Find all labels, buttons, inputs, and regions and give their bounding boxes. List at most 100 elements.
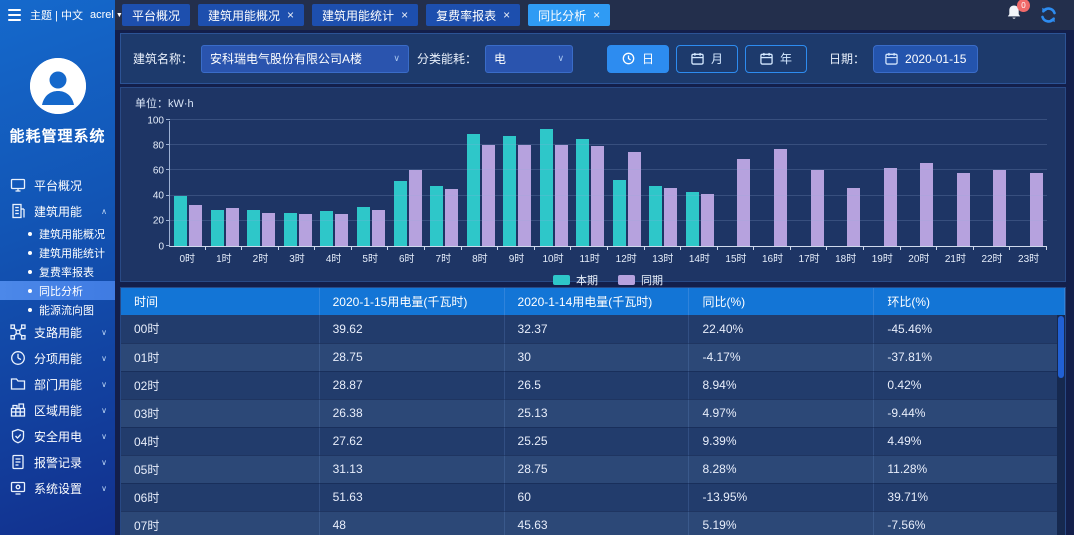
- sidebar-item[interactable]: 系统设置 ∨: [0, 475, 115, 501]
- sidebar-item[interactable]: 建筑用能 ∧: [0, 198, 115, 224]
- bar-同期[interactable]: [518, 145, 532, 246]
- sidebar-item[interactable]: 报警记录 ∨: [0, 449, 115, 475]
- x-axis-label: 19时: [864, 247, 901, 265]
- tab-bar: 平台概况 建筑用能概况 × 建筑用能统计 × 复费率报表 × 同比分析 ×: [115, 4, 1006, 26]
- date-value: 2020-01-15: [905, 51, 967, 66]
- bar-本期[interactable]: [466, 133, 480, 246]
- period-button[interactable]: 年: [745, 44, 808, 73]
- bar-本期[interactable]: [612, 180, 626, 246]
- table-row[interactable]: 03时 26.38 25.13 4.97% -9.44%: [121, 399, 1065, 428]
- comparison-table: 时间 2020-1-15用电量(千瓦时) 2020-1-14用电量(千瓦时) 同比(%…: [121, 288, 1065, 535]
- building-select[interactable]: 安科瑞电气股份有限公司A楼 ∨: [201, 44, 410, 73]
- table-header-cell: 同比(%): [688, 288, 875, 315]
- table-scrollbar-thumb[interactable]: [1058, 316, 1064, 378]
- bar-同期[interactable]: [189, 205, 203, 246]
- bar-本期[interactable]: [430, 185, 444, 246]
- sidebar-subitem[interactable]: 复费率报表: [0, 262, 115, 281]
- sidebar-item[interactable]: 区域用能 ∨: [0, 397, 115, 423]
- bar-同期[interactable]: [481, 145, 495, 246]
- bar-本期[interactable]: [539, 128, 553, 246]
- energy-type-select[interactable]: 电 ∨: [485, 44, 574, 73]
- bar-本期[interactable]: [357, 206, 370, 246]
- bar-同期[interactable]: [920, 162, 934, 246]
- bar-本期[interactable]: [685, 191, 699, 246]
- legend-item[interactable]: 本期: [553, 272, 598, 288]
- bar-同期[interactable]: [847, 188, 861, 246]
- bar-同期[interactable]: [298, 214, 312, 246]
- bar-本期[interactable]: [503, 136, 517, 246]
- tab-close-icon[interactable]: ×: [503, 8, 511, 22]
- sidebar-subitem[interactable]: 建筑用能概况: [0, 224, 115, 243]
- refresh-button[interactable]: [1039, 6, 1058, 24]
- notifications-button[interactable]: 0: [1006, 0, 1030, 26]
- tab-close-icon[interactable]: ×: [593, 8, 601, 22]
- bar-同期[interactable]: [262, 212, 276, 246]
- bar-本期[interactable]: [393, 180, 407, 246]
- sidebar-item-label: 报警记录: [34, 455, 83, 470]
- bar-同期[interactable]: [737, 159, 751, 246]
- period-button[interactable]: 日: [607, 44, 670, 73]
- tab[interactable]: 平台概况: [122, 4, 191, 26]
- table-row[interactable]: 00时 39.62 32.37 22.40% -45.46%: [121, 315, 1065, 344]
- bar-本期[interactable]: [174, 196, 188, 246]
- table-cell: 26.5: [504, 371, 690, 400]
- legend-label: 本期: [576, 275, 598, 287]
- bar-同期[interactable]: [408, 170, 422, 246]
- avatar[interactable]: [29, 58, 86, 114]
- table-header-cell: 时间: [121, 288, 320, 315]
- table-row[interactable]: 06时 51.63 60 -13.95% 39.71%: [121, 483, 1065, 512]
- bar-同期[interactable]: [956, 172, 970, 246]
- table-row[interactable]: 01时 28.75 30 -4.17% -37.81%: [121, 343, 1065, 372]
- bar-同期[interactable]: [591, 146, 605, 246]
- sidebar-item[interactable]: 分项用能 ∨: [0, 345, 115, 371]
- sidebar-item[interactable]: 安全用电 ∨: [0, 423, 115, 449]
- bar-同期[interactable]: [810, 170, 824, 246]
- bar-chart: 0 20 40 60 80 100 0时 1时 2时 3时 4时 5时 6时 7时 8时 9时 10时 11时 1…: [147, 115, 1047, 288]
- menu-icon[interactable]: [6, 7, 23, 23]
- sidebar-subitem[interactable]: 能源流向图: [0, 300, 115, 319]
- bar-本期[interactable]: [649, 185, 663, 246]
- bar-同期[interactable]: [554, 145, 568, 246]
- bar-本期[interactable]: [320, 211, 334, 246]
- bar-同期[interactable]: [372, 209, 385, 246]
- table-row[interactable]: 07时 48 45.63 5.19% -7.56%: [121, 511, 1065, 535]
- bar-同期[interactable]: [445, 188, 459, 246]
- bar-本期[interactable]: [210, 209, 224, 246]
- tab-close-icon[interactable]: ×: [287, 8, 295, 22]
- bar-同期[interactable]: [774, 148, 788, 246]
- bar-同期[interactable]: [700, 194, 714, 246]
- date-picker[interactable]: 2020-01-15: [873, 44, 979, 73]
- period-button-label: 年: [780, 52, 793, 66]
- table-row[interactable]: 02时 28.87 26.5 8.94% 0.42%: [121, 371, 1065, 400]
- sidebar-item[interactable]: 支路用能 ∨: [0, 319, 115, 345]
- sidebar-item[interactable]: 部门用能 ∨: [0, 371, 115, 397]
- bar-group: [974, 121, 1011, 246]
- sidebar-subitem[interactable]: 建筑用能统计: [0, 243, 115, 262]
- legend-item[interactable]: 同期: [618, 272, 663, 288]
- sidebar-item[interactable]: 平台概况: [0, 172, 115, 198]
- bar-同期[interactable]: [225, 208, 239, 246]
- tab[interactable]: 建筑用能统计 ×: [312, 4, 419, 26]
- tab[interactable]: 建筑用能概况 ×: [198, 4, 305, 26]
- table-row[interactable]: 05时 31.13 28.75 8.28% 11.28%: [121, 455, 1065, 484]
- bar-本期[interactable]: [247, 209, 261, 246]
- bar-本期[interactable]: [576, 138, 590, 246]
- bar-同期[interactable]: [993, 170, 1007, 246]
- x-axis-label: 17时: [791, 247, 828, 265]
- bar-同期[interactable]: [883, 167, 897, 246]
- bar-同期[interactable]: [627, 151, 641, 246]
- bar-同期[interactable]: [335, 214, 349, 246]
- period-button[interactable]: 月: [676, 44, 739, 73]
- tab[interactable]: 复费率报表 ×: [426, 4, 521, 26]
- table-scrollbar-track[interactable]: [1057, 315, 1065, 535]
- bar-同期[interactable]: [1029, 172, 1043, 246]
- table-row[interactable]: 04时 27.62 25.25 9.39% 4.49%: [121, 427, 1065, 456]
- bar-本期[interactable]: [283, 212, 297, 246]
- theme-language-switch[interactable]: 主题 | 中文: [30, 10, 83, 22]
- tab-close-icon[interactable]: ×: [401, 8, 409, 22]
- table-cell: 07时: [121, 511, 320, 535]
- tab[interactable]: 同比分析 ×: [528, 4, 611, 26]
- bar-同期[interactable]: [664, 188, 678, 246]
- user-menu[interactable]: acrel ▼: [90, 9, 123, 21]
- sidebar-subitem[interactable]: 同比分析: [0, 281, 115, 300]
